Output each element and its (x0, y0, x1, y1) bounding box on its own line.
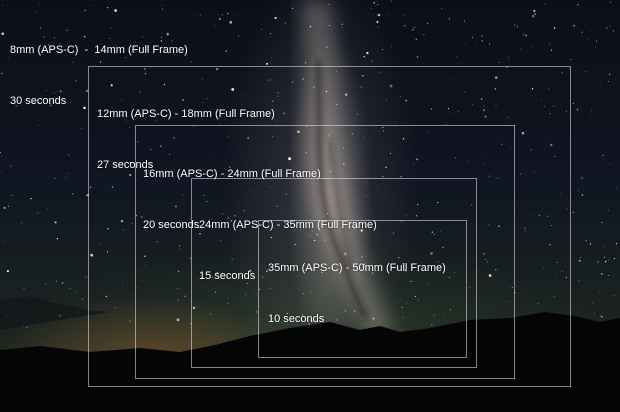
lens-text: 35mm (APS-C) - 50mm (Full Frame) (268, 262, 446, 274)
lens-text: 24mm (APS-C) - 35mm (Full Frame) (199, 219, 377, 231)
frame-24mm-35mm (191, 178, 477, 368)
label-16mm-24mm: 16mm (APS-C) - 24mm (Full Frame) 20 seco… (143, 132, 321, 268)
lens-text: 12mm (APS-C) - 18mm (Full Frame) (97, 108, 275, 120)
label-24mm-35mm: 24mm (APS-C) - 35mm (Full Frame) 15 seco… (199, 183, 377, 319)
lens-text: 8mm (APS-C) - 14mm (Full Frame) (10, 44, 188, 56)
frame-16mm-24mm (135, 125, 515, 379)
lens-text: 16mm (APS-C) - 24mm (Full Frame) (143, 168, 321, 180)
label-35mm-50mm: 35mm (APS-C) - 50mm (Full Frame) 10 seco… (268, 226, 446, 362)
exposure-text: 20 seconds (143, 219, 200, 231)
exposure-text: 27 seconds (97, 159, 154, 171)
frame-35mm-50mm (258, 220, 467, 358)
exposure-text: 30 seconds (10, 95, 67, 107)
label-8mm-14mm: 8mm (APS-C) - 14mm (Full Frame) 30 secon… (10, 8, 188, 144)
frame-12mm-18mm (88, 66, 571, 387)
exposure-text: 10 seconds (268, 313, 325, 325)
exposure-text: 15 seconds (199, 270, 256, 282)
label-12mm-18mm: 12mm (APS-C) - 18mm (Full Frame) 27 seco… (97, 72, 275, 208)
